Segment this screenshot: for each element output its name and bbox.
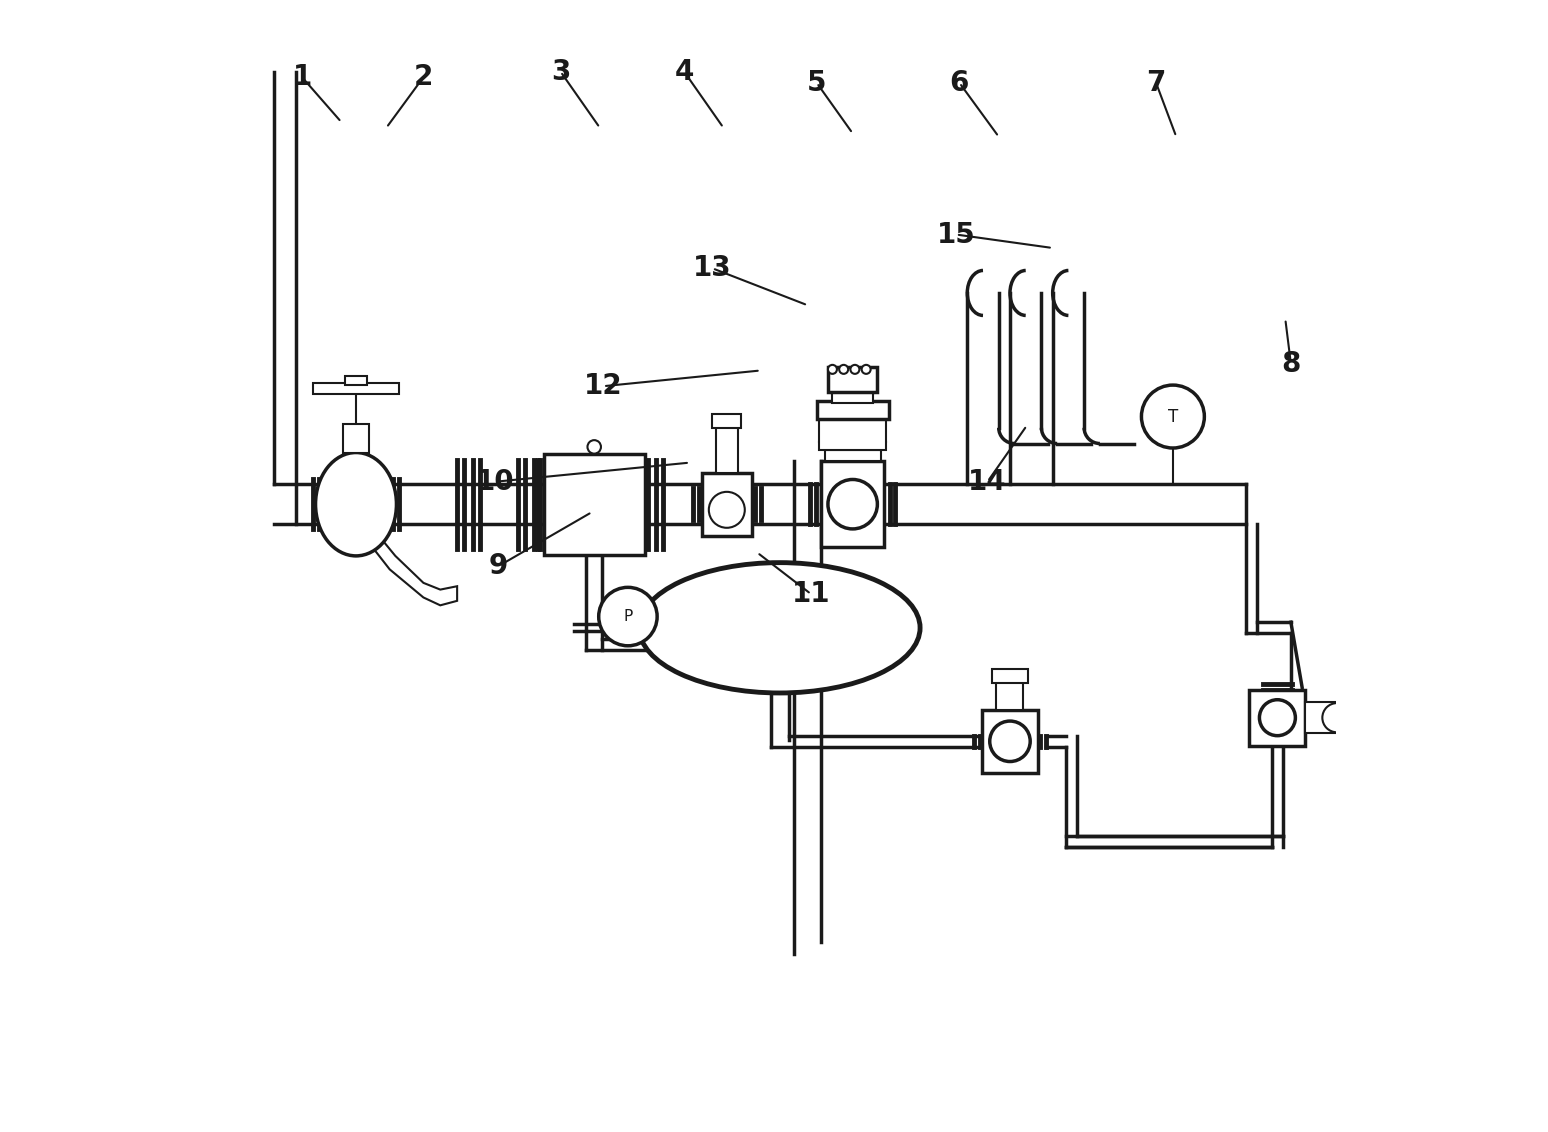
Text: T: T xyxy=(1167,408,1178,426)
Text: 4: 4 xyxy=(675,58,694,86)
Bar xyxy=(997,680,1023,710)
Circle shape xyxy=(588,440,601,454)
Bar xyxy=(833,387,873,403)
Text: P: P xyxy=(624,609,633,624)
Text: 12: 12 xyxy=(584,372,622,401)
Text: 11: 11 xyxy=(793,580,830,608)
Bar xyxy=(715,426,738,473)
Text: 6: 6 xyxy=(950,69,969,97)
Text: 5: 5 xyxy=(807,69,827,97)
Circle shape xyxy=(1322,703,1351,732)
Bar xyxy=(342,424,370,453)
Circle shape xyxy=(599,588,658,645)
Circle shape xyxy=(709,491,745,528)
Circle shape xyxy=(828,480,878,529)
Text: 13: 13 xyxy=(694,255,732,282)
Bar xyxy=(703,473,751,535)
Polygon shape xyxy=(347,524,457,606)
Bar xyxy=(825,451,881,462)
Text: 8: 8 xyxy=(1282,350,1300,378)
Circle shape xyxy=(1260,700,1296,736)
Circle shape xyxy=(1141,385,1204,448)
Bar xyxy=(817,401,889,419)
Circle shape xyxy=(862,365,870,374)
Text: 3: 3 xyxy=(551,58,570,86)
Text: 2: 2 xyxy=(413,63,433,92)
Bar xyxy=(313,383,399,394)
Circle shape xyxy=(850,365,859,374)
Text: 9: 9 xyxy=(489,552,508,580)
Circle shape xyxy=(828,365,837,374)
Bar xyxy=(992,669,1028,683)
Bar xyxy=(819,419,887,451)
Bar xyxy=(345,376,367,385)
Bar xyxy=(1305,702,1339,734)
Circle shape xyxy=(989,721,1031,762)
Text: 10: 10 xyxy=(477,468,514,496)
Bar xyxy=(543,454,646,555)
Ellipse shape xyxy=(316,453,396,556)
Bar xyxy=(1249,689,1305,746)
Ellipse shape xyxy=(639,563,920,693)
Bar xyxy=(828,367,878,392)
Text: 14: 14 xyxy=(968,468,1006,496)
Text: 1: 1 xyxy=(293,63,311,92)
Bar xyxy=(981,710,1039,773)
Text: 15: 15 xyxy=(937,221,975,249)
Text: 7: 7 xyxy=(1147,69,1166,97)
Bar xyxy=(712,414,741,428)
Bar xyxy=(820,462,884,547)
Circle shape xyxy=(839,365,848,374)
